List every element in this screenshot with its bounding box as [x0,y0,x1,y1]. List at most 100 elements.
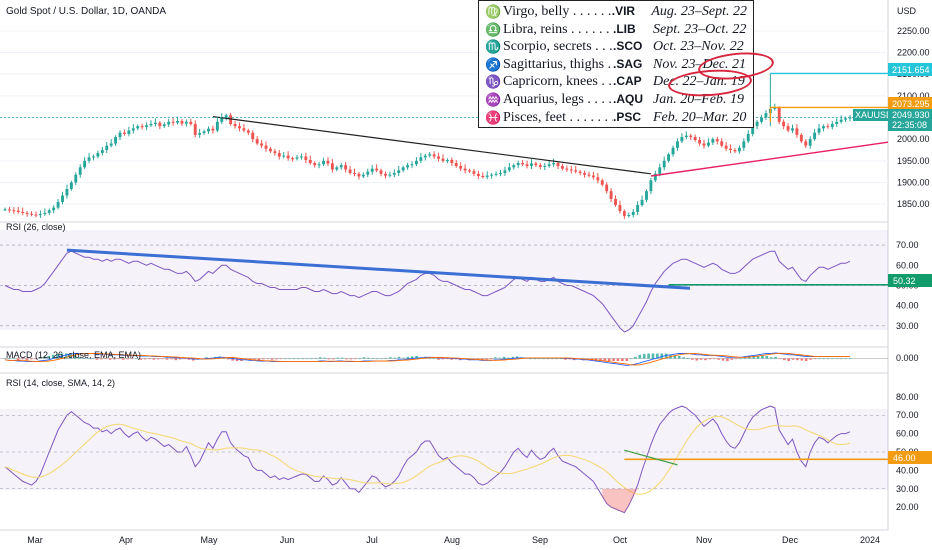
macd-histogram-bar [682,357,685,359]
rsi14-level-tag: 46.00 [888,451,932,464]
candle-body [92,156,95,158]
candle-body [344,165,348,170]
macd-histogram-bar [774,356,777,359]
candle-body [826,126,830,128]
macd-histogram-bar [38,357,42,359]
candle-body [7,209,11,211]
candle-body [158,122,162,127]
candle-body [109,143,113,146]
candle-body [684,135,688,137]
macd-histogram-bar [664,353,668,359]
candle-body [308,159,312,163]
orange-price-label: 2073.295 [892,99,930,109]
resistance-trendline [212,116,651,175]
candle-body [693,137,697,141]
candle-body [30,213,33,215]
candle-body [229,115,233,124]
candle-body [25,212,29,214]
zodiac-row: ♐Sagittarius, thighs . . . . . . . ..SAG… [485,56,747,74]
macd-histogram-bar [603,358,607,361]
candle-body [153,122,157,124]
candle-body [468,170,471,172]
macd-histogram-bar [756,356,760,359]
candle-body [737,147,741,152]
macd-histogram-bar [47,356,51,359]
zodiac-name: Scorpio, secrets . . . . . . . . [503,39,613,55]
macd-histogram-bar [34,358,37,360]
macd-histogram-bar [266,358,269,360]
macd-histogram-bar [257,358,261,361]
candle-body [591,175,595,178]
zodiac-overlay: ♍Virgo, belly . . . . . . . ..VIR Aug. 23… [478,0,754,128]
macd-histogram-bar [375,358,379,360]
candle-body [12,210,16,212]
last-price-tag: XAUUSD 2049.930 22:35:08 [853,109,932,131]
zodiac-name: Capricorn, knees . . . . . . . . [503,74,613,90]
macd-histogram-bar [445,358,449,360]
candle-body [490,174,494,176]
candle-body [760,117,763,122]
time-axis: Mar Apr May Jun Jul Aug Sep Oct Nov Dec 2024 [27,535,880,545]
macd-histogram-bar [21,358,24,360]
rsi26-level-tag: 50.32 [888,274,932,287]
macd-histogram-bar [791,358,795,360]
candle-body [16,210,20,212]
time-tick-label: Mar [27,535,43,545]
zodiac-symbol-icon: ♑ [485,74,502,90]
candle-body [118,132,122,137]
macd-histogram-bar [542,358,545,360]
candle-body [547,164,551,167]
candle-body [83,160,87,168]
zodiac-name: Virgo, belly . . . . . . . . [502,4,612,19]
macd-histogram-bar [16,358,20,361]
macd-histogram-bar [3,358,7,360]
rsi26-title: RSI (26, close) [6,222,66,232]
candle-body [317,164,321,166]
macd-histogram-bar [165,358,169,360]
candle-body [74,174,78,183]
candle-body [844,118,848,120]
macd-histogram-bar [734,358,738,360]
candle-body [742,141,746,148]
candle-body [450,159,454,163]
rsi14-tick-label: 80.00 [896,392,919,402]
macd-histogram-bar [388,357,392,359]
macd-histogram-bar [332,358,335,360]
candle-body [799,134,803,142]
candle-body [419,157,423,161]
candle-body [255,139,259,144]
candle-body [184,121,188,124]
macd-histogram-bar [51,354,55,359]
macd-histogram-bar [765,356,769,359]
macd-histogram-bar [498,357,502,359]
macd-histogram-bar [226,358,230,360]
macd-histogram-bar [12,358,16,360]
time-tick-label: May [200,535,218,545]
candle-body [609,191,613,199]
candle-body [127,130,131,134]
macd-histogram-bar [594,358,598,361]
candle-body [34,214,38,216]
candle-body [105,145,109,150]
candle-body [401,167,405,171]
candle-body [330,163,334,170]
macd-histogram-bar [283,358,287,360]
candle-body [698,140,702,144]
candle-body [21,211,25,213]
candle-body [516,163,520,166]
macd-histogram-bar [476,358,480,360]
macd-histogram-bar [135,358,138,360]
candle-body [804,141,808,146]
macd-histogram-bar [822,358,826,360]
macd-histogram-bar [43,356,46,359]
macd-histogram-bar [721,358,725,361]
candle-body [786,126,790,131]
candle-body [189,121,193,124]
zodiac-code: .VIR [611,4,636,18]
candle-body [260,143,264,146]
candle-body [485,175,489,177]
candle-body [600,180,604,185]
macd-histogram-bar [161,358,164,360]
candle-body [689,135,693,137]
